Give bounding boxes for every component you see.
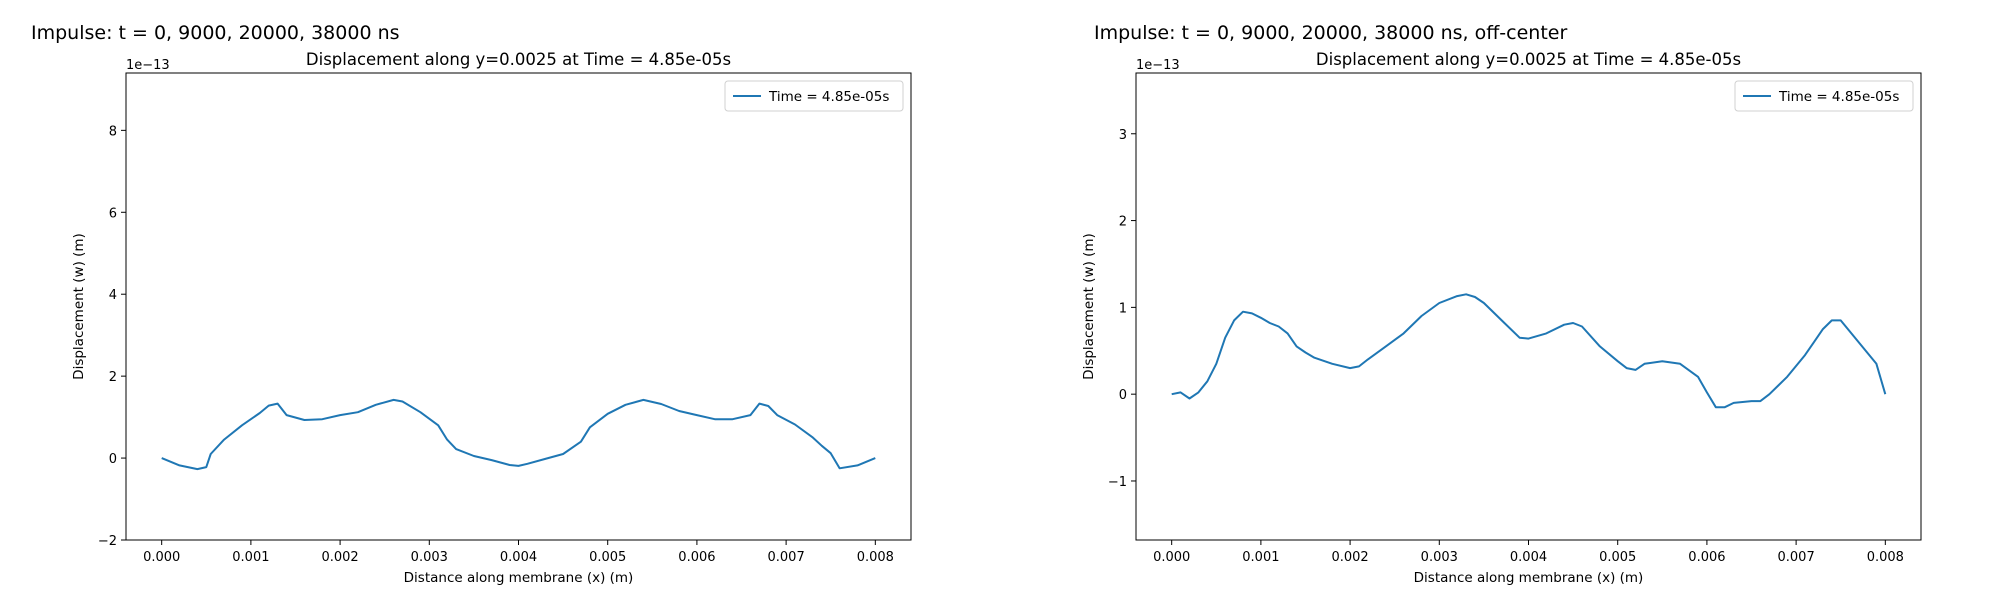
y-tick-label: 8 xyxy=(109,124,117,139)
x-tick-label: 0.005 xyxy=(589,550,626,565)
y-tick-label: 1 xyxy=(1119,301,1127,316)
x-axis-label: Distance along membrane (x) (m) xyxy=(404,570,634,586)
legend-label: Time = 4.85e-05s xyxy=(1778,89,1899,105)
x-tick-label: 0.006 xyxy=(678,550,715,565)
y-scale-label: 1e−13 xyxy=(1136,58,1180,73)
legend: Time = 4.85e-05s xyxy=(1734,80,1914,112)
series-line xyxy=(161,398,876,471)
x-tick-label: 0.008 xyxy=(1867,550,1904,565)
y-axis-label: Displacement (w) (m) xyxy=(71,233,87,380)
x-axis-label: Distance along membrane (x) (m) xyxy=(1414,570,1644,586)
x-tick-label: 0.006 xyxy=(1688,550,1725,565)
x-tick-label: 0.002 xyxy=(321,550,358,565)
y-tick-label: 6 xyxy=(109,206,117,221)
y-tick-label: −1 xyxy=(1108,475,1127,490)
plot-frame xyxy=(1135,72,1922,541)
y-tick-label: 2 xyxy=(109,370,117,385)
x-tick-label: 0.004 xyxy=(1510,550,1547,565)
chart-2: Displacement along y=0.0025 at Time = 4.… xyxy=(1081,50,1922,586)
chart-title: Displacement along y=0.0025 at Time = 4.… xyxy=(1316,50,1741,69)
legend: Time = 4.85e-05s xyxy=(724,80,904,112)
series-line xyxy=(1171,293,1887,409)
y-tick-label: 3 xyxy=(1119,128,1127,143)
x-tick-label: 0.001 xyxy=(232,550,269,565)
plot-frame xyxy=(125,72,912,541)
x-tick-label: 0.005 xyxy=(1599,550,1636,565)
x-tick-label: 0.003 xyxy=(411,550,448,565)
x-tick-label: 0.000 xyxy=(143,550,180,565)
x-tick-label: 0.001 xyxy=(1242,550,1279,565)
y-tick-label: 0 xyxy=(1119,388,1127,403)
x-tick-label: 0.008 xyxy=(857,550,894,565)
y-axis-label: Displacement (w) (m) xyxy=(1081,233,1097,380)
y-tick-label: 2 xyxy=(1119,215,1127,230)
legend-box xyxy=(1734,80,1914,112)
y-tick-label: 4 xyxy=(109,288,117,303)
x-tick-label: 0.007 xyxy=(1778,550,1815,565)
x-tick-label: 0.004 xyxy=(500,550,537,565)
x-tick-label: 0.007 xyxy=(768,550,805,565)
x-tick-label: 0.000 xyxy=(1153,550,1190,565)
panel-2-heading: Impulse: t = 0, 9000, 20000, 38000 ns, o… xyxy=(1094,22,1568,44)
x-tick-label: 0.003 xyxy=(1421,550,1458,565)
panel-1-heading: Impulse: t = 0, 9000, 20000, 38000 ns xyxy=(31,22,400,44)
x-tick-label: 0.002 xyxy=(1331,550,1368,565)
y-tick-label: −2 xyxy=(98,534,117,549)
legend-box xyxy=(724,80,904,112)
chart-1: Displacement along y=0.0025 at Time = 4.… xyxy=(71,50,912,586)
legend-label: Time = 4.85e-05s xyxy=(768,89,889,105)
y-scale-label: 1e−13 xyxy=(126,58,170,73)
chart-title: Displacement along y=0.0025 at Time = 4.… xyxy=(306,50,731,69)
y-tick-label: 0 xyxy=(109,452,117,467)
